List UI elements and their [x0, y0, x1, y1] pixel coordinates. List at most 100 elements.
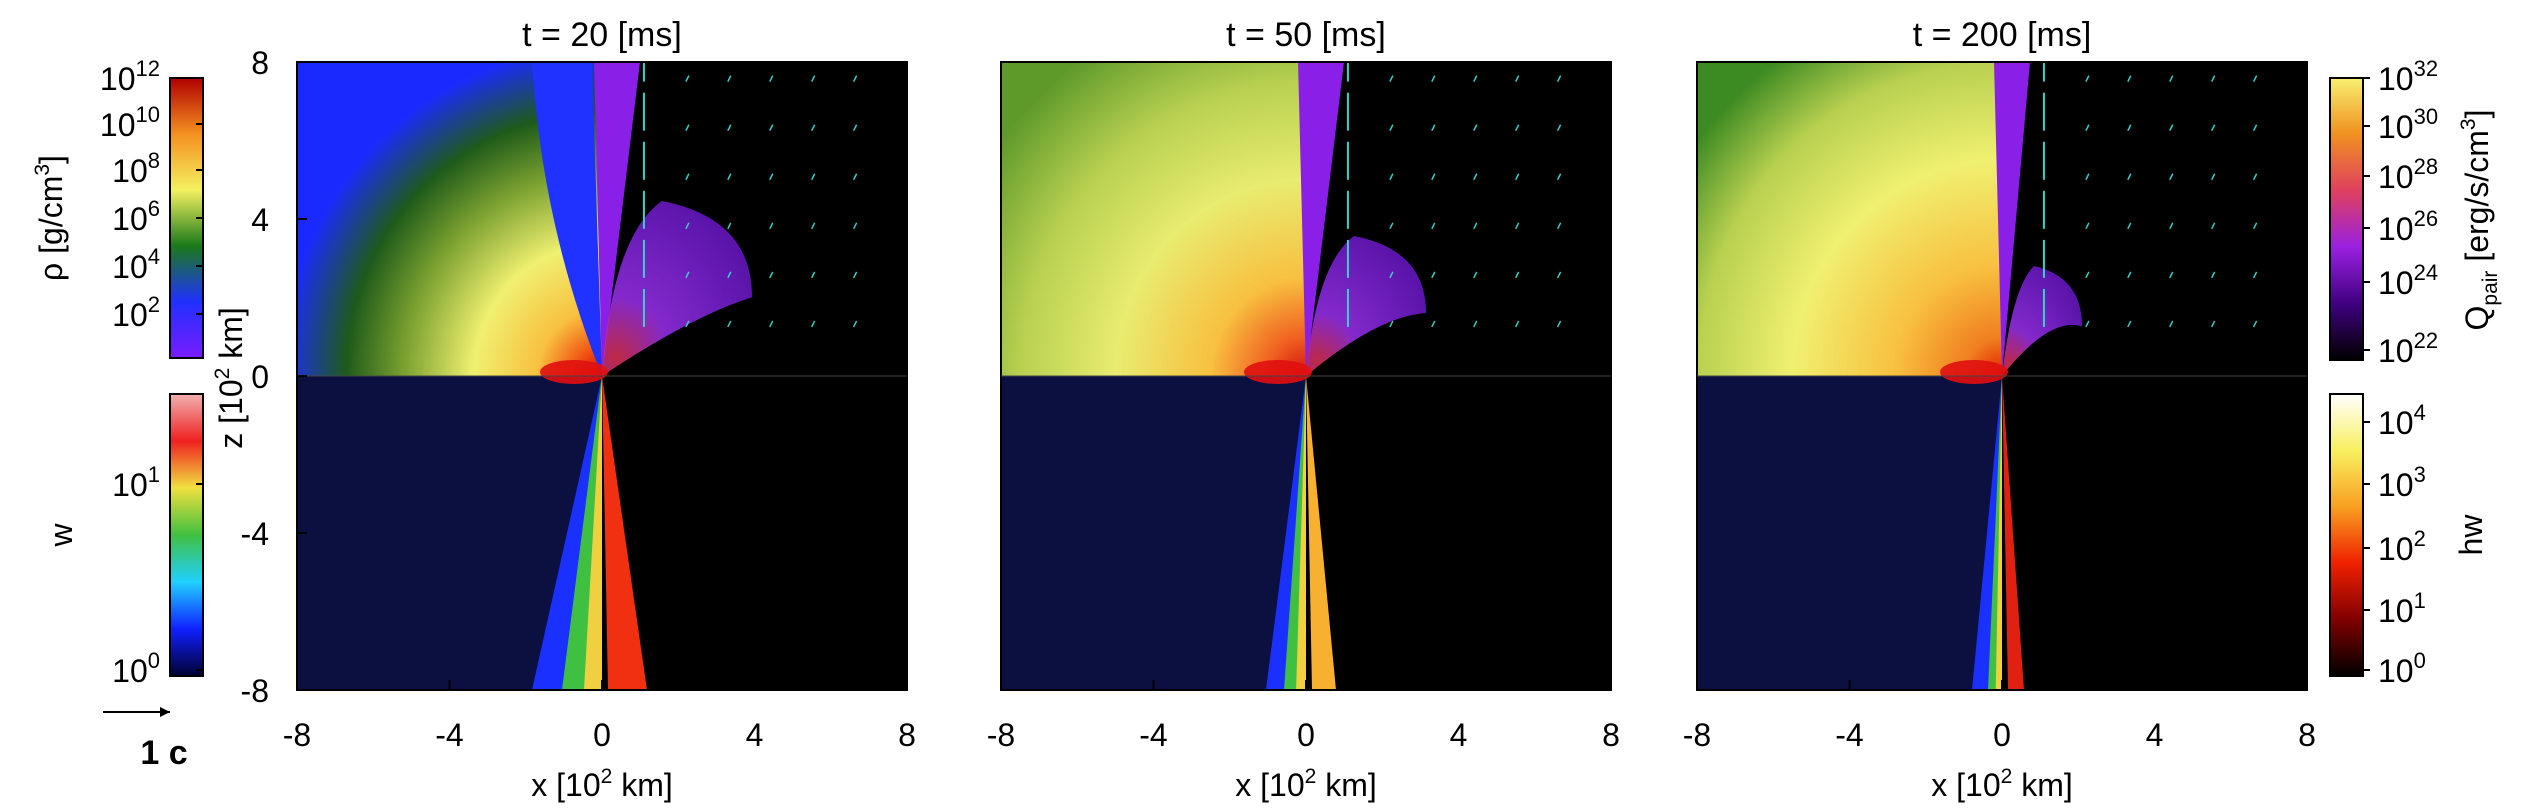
velocity-arrow — [2211, 173, 2216, 181]
colorbar-tick-label: 1026 — [2378, 206, 2438, 247]
colorbar-tick-label: 1024 — [2378, 260, 2438, 301]
velocity-arrow — [1389, 271, 1394, 279]
panels: t = 20 [ms]-8 -4 0 4 8x [102 km]840-4-8t = 5… — [241, 16, 2316, 803]
velocity-arrow — [811, 75, 816, 82]
velocity-reference-arrowhead — [160, 707, 170, 717]
velocity-arrow — [1515, 222, 1520, 230]
w-colorbar: w 101 100 — [43, 393, 204, 689]
pair-heating-cocoon — [1306, 236, 1426, 376]
velocity-arrow — [2169, 75, 2174, 82]
velocity-arrow — [685, 173, 690, 181]
jet-enthalpy — [1306, 376, 1336, 690]
hot-core — [1940, 360, 2008, 384]
velocity-arrow — [2085, 75, 2090, 82]
velocity-arrow — [1556, 271, 1562, 279]
colorbar-tick-label: 108 — [112, 148, 160, 189]
velocity-arrow — [1431, 124, 1436, 132]
qpair-colorbar-strip — [2329, 77, 2364, 361]
velocity-arrow — [2085, 320, 2090, 328]
velocity-arrow — [2085, 173, 2090, 181]
x-tick-label: -4 — [1139, 717, 1167, 753]
hw-colorbar-label: hw — [2453, 514, 2489, 556]
velocity-arrow — [2252, 222, 2258, 230]
velocity-arrow — [769, 173, 774, 181]
panel-field — [1697, 62, 2307, 690]
colorbar-tick-label: 101 — [112, 462, 160, 503]
velocity-arrow — [685, 75, 690, 82]
velocity-arrow — [1389, 320, 1394, 328]
jet-lower-yellow — [1995, 376, 2002, 690]
velocity-arrow — [769, 75, 774, 82]
jet-funnel-upper — [594, 62, 640, 376]
velocity-arrow — [1431, 271, 1436, 279]
jet-enthalpy — [602, 376, 647, 690]
colorbar-tick-label: 102 — [2378, 526, 2426, 567]
velocity-arrow — [1473, 173, 1478, 181]
panel-1: t = 20 [ms] -8 -4 0 4 8 x [102 km] 8 4 0 -4 -8 — [241, 16, 916, 803]
velocity-arrow — [727, 271, 732, 279]
velocity-arrow — [1389, 75, 1394, 82]
colorbar-tick-label: 101 — [2378, 588, 2426, 629]
y-tick-label: 0 — [251, 359, 269, 395]
panel-3: t = 200 [ms] -8 -4 0 4 8 x [102 km] — [1683, 16, 2316, 803]
velocity-arrow — [1515, 320, 1520, 328]
qpair-colorbar: Qpair [erg/s/cm3] 1032103010281026102410… — [2329, 56, 2502, 369]
velocity-arrow — [2252, 320, 2258, 328]
pair-heating-cocoon — [2002, 266, 2082, 376]
jet-lower-yellow — [584, 376, 602, 690]
velocity-arrow — [727, 222, 732, 230]
hw-colorbar-ticks: 104 103 102 101 100 — [2363, 400, 2426, 689]
velocity-arrow — [685, 124, 690, 132]
hot-core — [1244, 360, 1312, 384]
colorbar-tick-label: 103 — [2378, 462, 2426, 503]
velocity-arrow — [852, 320, 858, 328]
y-tick-label: -4 — [241, 516, 269, 552]
panel-field — [1001, 62, 1611, 690]
velocity-arrow — [2169, 320, 2174, 328]
hw-colorbar: hw 104 103 102 101 100 — [2329, 393, 2489, 689]
y-tick-label: -8 — [241, 673, 269, 709]
panel-title: t = 50 [ms] — [1226, 16, 1386, 54]
colorbar-tick-label: 1012 — [100, 56, 160, 97]
panel-title: t = 200 [ms] — [1913, 16, 2092, 54]
colorbar-tick-label: 1022 — [2378, 328, 2438, 369]
velocity-arrow — [1389, 222, 1394, 230]
velocity-arrow — [2127, 75, 2132, 82]
velocity-arrow — [685, 271, 690, 279]
velocity-arrow — [1431, 173, 1436, 181]
velocity-arrow — [2252, 173, 2258, 181]
velocity-arrow — [2127, 271, 2132, 279]
velocity-arrow — [769, 124, 774, 132]
lorentz-factor-field — [1697, 376, 2002, 690]
velocity-arrow — [2252, 124, 2258, 132]
velocity-arrow — [811, 173, 816, 181]
x-tick-label: 8 — [1602, 717, 1620, 753]
velocity-arrow — [685, 320, 690, 328]
velocity-arrow — [1473, 75, 1478, 82]
x-tick-label: 4 — [746, 717, 764, 753]
velocity-arrow — [727, 75, 732, 82]
rho-colorbar-label: ρ [g/cm3] — [31, 155, 69, 281]
velocity-arrow — [2127, 222, 2132, 230]
velocity-arrow — [852, 271, 858, 279]
velocity-arrow — [811, 124, 816, 132]
velocity-arrow — [769, 271, 774, 279]
velocity-arrow — [1515, 124, 1520, 132]
velocity-arrow — [1556, 320, 1562, 328]
velocity-arrow — [1556, 222, 1562, 230]
velocity-arrow — [727, 173, 732, 181]
colorbar-tick-label: 106 — [112, 196, 160, 237]
velocity-arrow — [1515, 271, 1520, 279]
velocity-arrow — [2127, 173, 2132, 181]
velocity-arrow — [1515, 75, 1520, 82]
velocity-arrow — [2252, 75, 2258, 82]
jet-lower-yellow — [1296, 376, 1306, 690]
velocity-arrow — [811, 271, 816, 279]
velocity-arrow — [1556, 124, 1562, 132]
velocity-arrow — [1431, 75, 1436, 82]
y-axis-label: z [102 km] — [211, 307, 249, 449]
velocity-arrow — [769, 320, 774, 328]
velocity-arrow — [1473, 222, 1478, 230]
jet-funnel-upper — [1298, 62, 1344, 376]
